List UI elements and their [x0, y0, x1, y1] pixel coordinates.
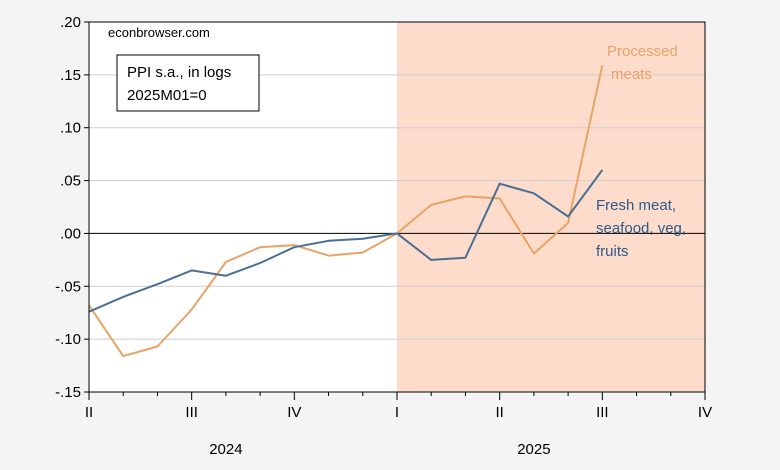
- x-tick-label: III: [596, 404, 609, 421]
- x-tick-label: IV: [698, 404, 712, 421]
- series-label-processed-line2: meats: [611, 66, 652, 83]
- y-tick-label: .20: [60, 14, 81, 31]
- year-labels: 2024 2025: [209, 441, 550, 458]
- year-label: 2024: [209, 441, 242, 458]
- x-axis: II III IV I II III IV: [85, 392, 712, 421]
- watermark: econbrowser.com: [108, 25, 210, 40]
- series-line-fresh-meat: [88, 169, 604, 313]
- y-tick-label: -.10: [55, 331, 81, 348]
- legend-box-line1: PPI s.a., in logs: [127, 64, 231, 81]
- series-lines: [88, 65, 604, 358]
- legend-box-line2: 2025M01=0: [127, 87, 207, 104]
- y-tick-label: -.05: [55, 278, 81, 295]
- series-label-processed-line1: Processed: [607, 43, 678, 60]
- shaded-forecast-region: [397, 22, 705, 392]
- series-line-processed-meats: [88, 65, 604, 358]
- x-tick-label: II: [495, 404, 503, 421]
- series-label-fresh-line1: Fresh meat,: [596, 197, 676, 214]
- y-axis: .20 .15 .10 .05 .00 -.05 -.10 -.15: [55, 14, 89, 401]
- legend-box: PPI s.a., in logs 2025M01=0: [116, 54, 260, 112]
- x-tick-label: I: [395, 404, 399, 421]
- label-fresh-meat: Fresh meat, seafood, veg, fruits: [596, 197, 686, 260]
- x-tick-label: II: [85, 404, 93, 421]
- y-tick-label: .10: [60, 120, 81, 137]
- gridlines: [89, 74, 705, 340]
- series-label-fresh-line3: fruits: [596, 243, 629, 260]
- y-tick-label: -.15: [55, 384, 81, 401]
- x-tick-label: IV: [287, 404, 301, 421]
- label-processed-meats: Processed meats: [607, 43, 678, 83]
- y-tick-label: .00: [60, 225, 81, 242]
- x-tick-label: III: [185, 404, 198, 421]
- legend-box-frame: [116, 54, 260, 112]
- year-label: 2025: [517, 441, 550, 458]
- series-label-fresh-line2: seafood, veg,: [596, 220, 686, 237]
- y-tick-label: .05: [60, 173, 81, 190]
- y-tick-label: .15: [60, 67, 81, 84]
